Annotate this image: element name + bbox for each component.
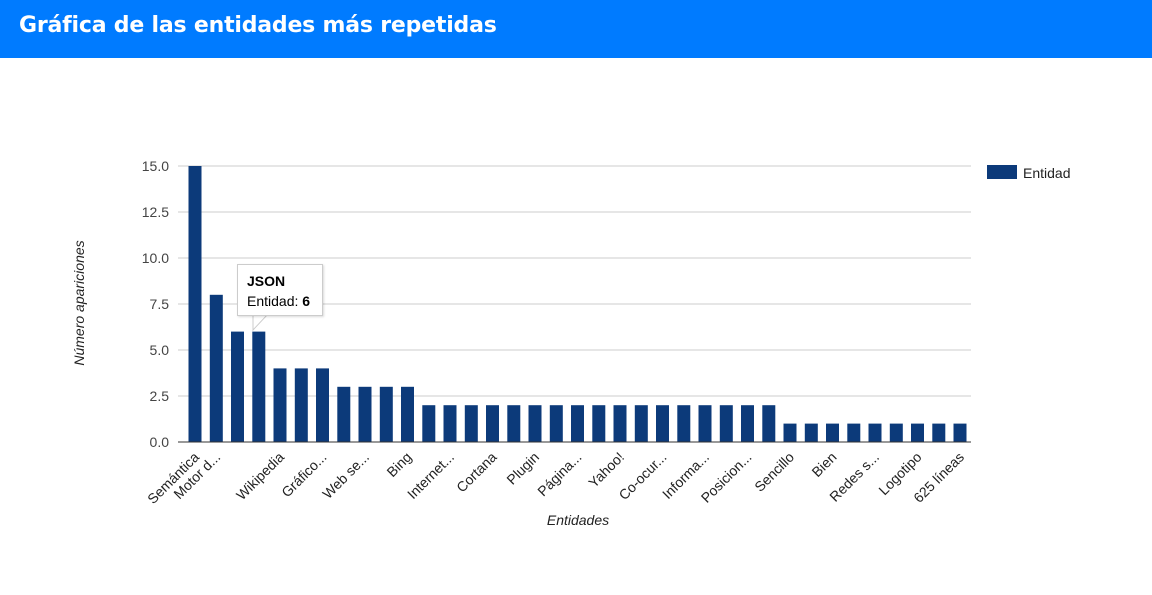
x-axis-title: Entidades: [547, 512, 609, 528]
bar[interactable]: [252, 331, 266, 442]
bar[interactable]: [868, 423, 882, 442]
bar[interactable]: [358, 386, 372, 442]
page-header: Gráfica de las entidades más repetidas: [0, 0, 1152, 58]
bar[interactable]: [486, 405, 499, 442]
legend-swatch: [987, 165, 1017, 179]
tooltip-pointer: [252, 313, 270, 332]
bar[interactable]: [804, 423, 818, 442]
x-tick-label: Cortana: [453, 449, 500, 496]
bar[interactable]: [188, 166, 202, 442]
bar[interactable]: [294, 368, 308, 442]
y-tick-label: 5.0: [150, 342, 170, 358]
legend[interactable]: Entidad: [987, 165, 1070, 181]
x-tick-label: Bing: [383, 449, 414, 480]
bar[interactable]: [209, 294, 223, 442]
bar[interactable]: [443, 405, 457, 442]
bar[interactable]: [677, 405, 691, 442]
bar[interactable]: [719, 405, 733, 442]
bar[interactable]: [379, 386, 393, 442]
tooltip-label: Entidad:: [247, 293, 299, 309]
bar[interactable]: [783, 423, 797, 442]
bar[interactable]: [337, 386, 351, 442]
bar[interactable]: [953, 423, 967, 442]
bar[interactable]: [889, 423, 903, 442]
y-tick-label: 10.0: [142, 250, 169, 266]
y-tick-label: 2.5: [150, 388, 170, 404]
bar[interactable]: [847, 423, 861, 442]
y-tick-label: 15.0: [142, 158, 169, 174]
y-axis-title: Número apariciones: [71, 240, 87, 365]
y-axis-ticks: 0.0 2.5 5.0 7.5 10.0 12.5 15.0: [142, 158, 169, 450]
bar[interactable]: [592, 405, 606, 442]
legend-label: Entidad: [1023, 165, 1070, 181]
bar[interactable]: [698, 405, 712, 442]
bar[interactable]: [422, 405, 436, 442]
x-tick-label: Bien: [808, 449, 839, 480]
page-title: Gráfica de las entidades más repetidas: [19, 13, 497, 38]
tooltip-value: 6: [302, 293, 311, 309]
x-tick-label: Sencillo: [751, 449, 797, 495]
y-tick-label: 7.5: [150, 296, 170, 312]
bar[interactable]: [231, 331, 244, 442]
bar[interactable]: [741, 405, 754, 442]
y-tick-label: 0.0: [150, 434, 170, 450]
bar[interactable]: [911, 423, 924, 442]
bar[interactable]: [656, 405, 669, 442]
bar[interactable]: [401, 386, 414, 442]
bar[interactable]: [273, 368, 287, 442]
bar[interactable]: [528, 405, 542, 442]
bar[interactable]: [316, 368, 329, 442]
x-tick-label: Página...: [534, 449, 584, 499]
y-tick-label: 12.5: [142, 204, 169, 220]
x-tick-label: Web se...: [319, 449, 372, 502]
bar[interactable]: [826, 423, 839, 442]
x-tick-label: Plugin: [503, 449, 542, 488]
x-tick-label: Wikipedia: [233, 449, 287, 503]
bar[interactable]: [932, 423, 946, 442]
bar[interactable]: [464, 405, 478, 442]
bar[interactable]: [571, 405, 584, 442]
bar[interactable]: [507, 405, 521, 442]
x-tick-label: Yahoo!: [585, 449, 627, 491]
bars: [188, 166, 967, 442]
tooltip-title: JSON: [247, 273, 286, 289]
bar[interactable]: [762, 405, 776, 442]
bar-tooltip: JSON Entidad: 6: [237, 264, 323, 316]
x-tick-label: Internet...: [404, 449, 457, 502]
bar[interactable]: [634, 405, 648, 442]
bar[interactable]: [549, 405, 563, 442]
tooltip-row: Entidad: 6: [247, 293, 322, 309]
bar[interactable]: [613, 405, 627, 442]
